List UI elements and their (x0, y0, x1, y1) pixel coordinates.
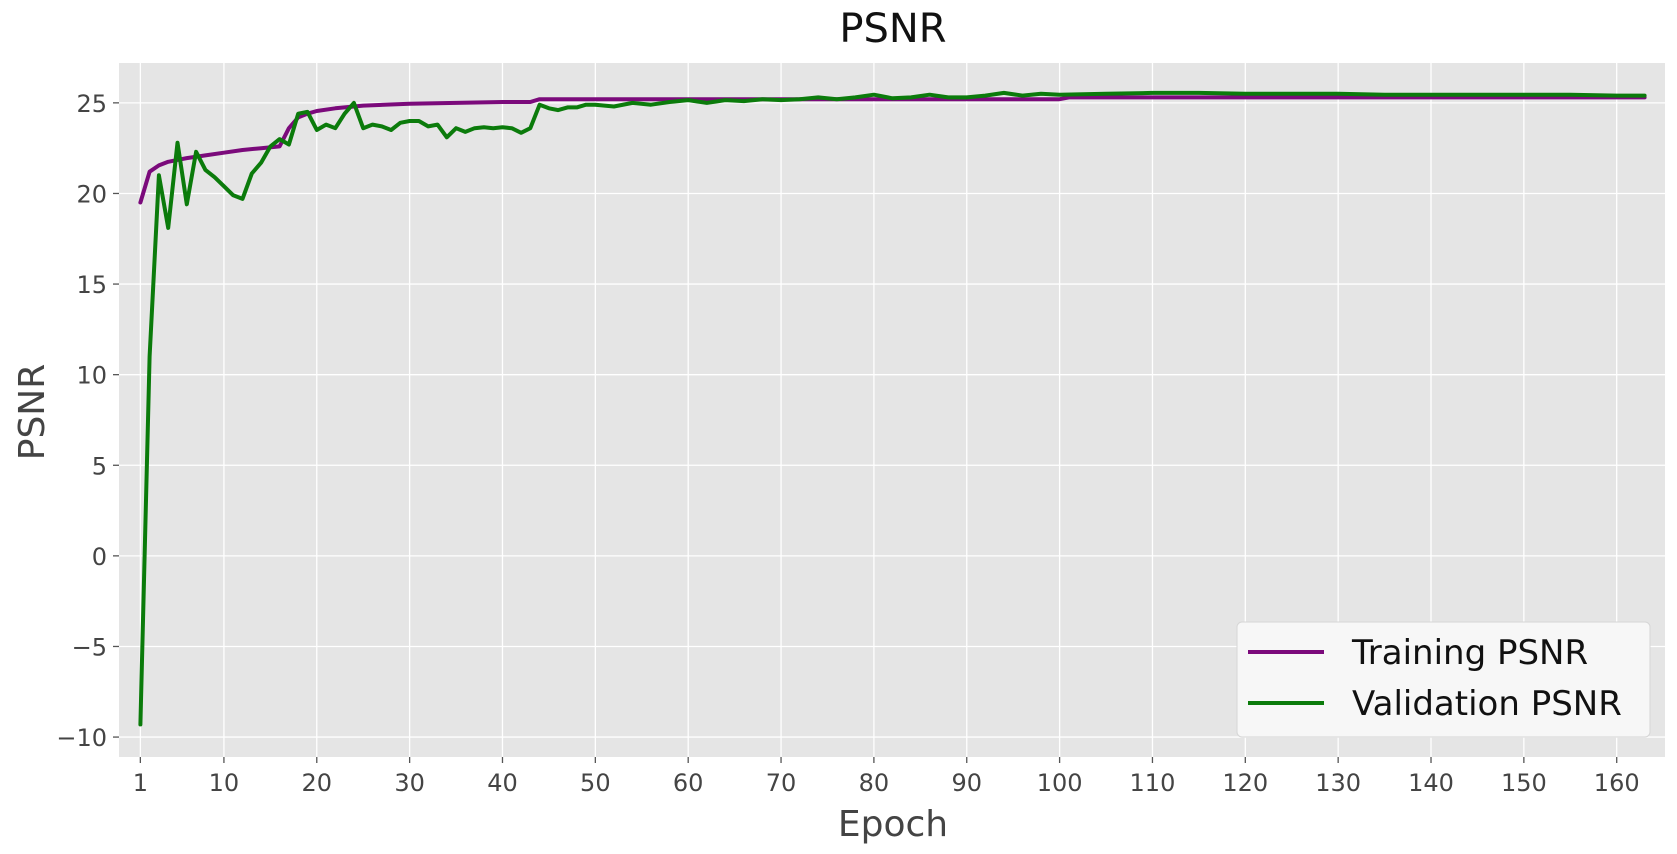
x-tick-label: 10 (209, 769, 240, 797)
x-tick-label: 140 (1408, 769, 1454, 797)
y-tick-label: 15 (76, 271, 107, 299)
x-tick-label: 80 (859, 769, 890, 797)
x-tick-label: 20 (302, 769, 333, 797)
series-lines (138, 90, 1647, 727)
x-tick-label: 160 (1594, 769, 1640, 797)
x-tick-label: 110 (1130, 769, 1176, 797)
x-tick-label: 120 (1222, 769, 1268, 797)
y-tick-label: 5 (92, 452, 107, 480)
y-tick-label: −5 (72, 633, 107, 661)
x-tick-label: 90 (951, 769, 982, 797)
y-tick-label: 25 (76, 90, 107, 118)
x-tick-label: 100 (1037, 769, 1083, 797)
y-tick-label: 20 (76, 180, 107, 208)
x-tick-label: 130 (1315, 769, 1361, 797)
x-axis-label: Epoch (838, 804, 948, 845)
x-axis-ticks: 1 10 20 30 40 50 60 70 80 90 100 110 120 130 140 150 160 (133, 757, 1640, 797)
x-tick-label: 30 (394, 769, 425, 797)
y-axis-ticks: −10 −5 0 5 10 15 20 25 (56, 90, 119, 752)
legend-box (1236, 621, 1651, 738)
legend: Training PSNR Validation PSNR (1236, 621, 1651, 738)
y-tick-label: 0 (92, 543, 107, 571)
legend-training-label: Training PSNR (1351, 633, 1588, 673)
training-psnr-line (138, 95, 1647, 205)
validation-psnr-line (138, 90, 1647, 727)
x-tick-label: 40 (487, 769, 518, 797)
y-tick-label: −10 (56, 724, 107, 752)
x-tick-label: 150 (1501, 769, 1547, 797)
x-tick-label: 60 (673, 769, 704, 797)
legend-validation-label: Validation PSNR (1352, 684, 1622, 724)
x-tick-label: 1 (133, 769, 148, 797)
chart-title: PSNR (839, 6, 946, 52)
x-tick-label: 70 (766, 769, 797, 797)
y-axis-label: PSNR (12, 364, 53, 461)
y-tick-label: 10 (76, 362, 107, 390)
x-tick-label: 50 (580, 769, 611, 797)
